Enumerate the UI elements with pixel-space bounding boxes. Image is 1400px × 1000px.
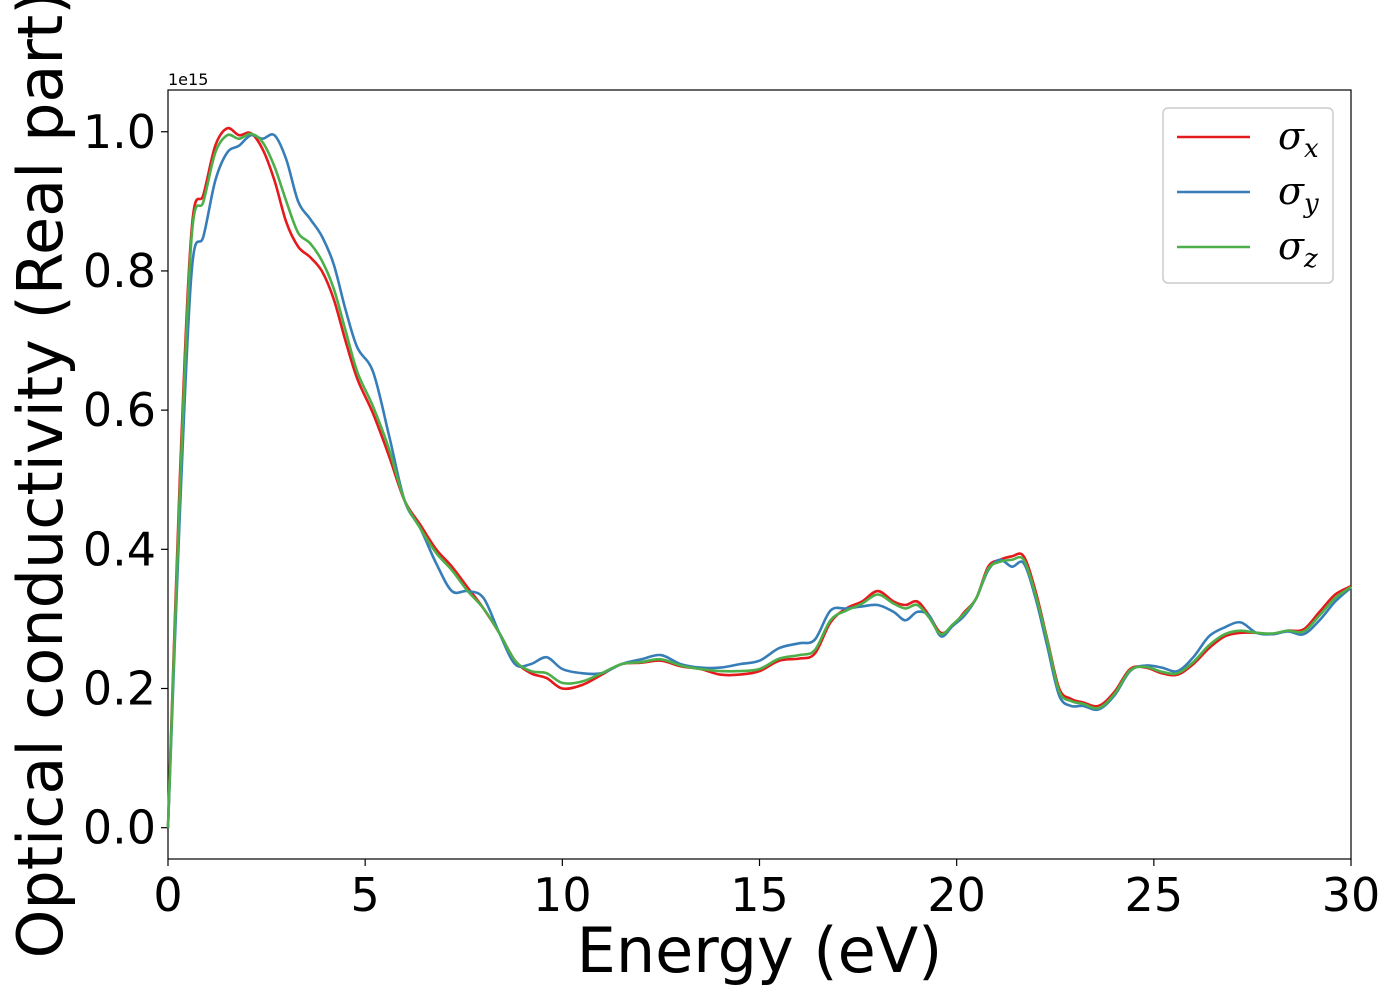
y-offset-label: 1e15	[168, 70, 208, 89]
series-line-σz	[166, 132, 1352, 828]
series-layer	[166, 126, 1352, 828]
x-tick-label: 5	[351, 868, 380, 922]
x-tick-label: 20	[927, 868, 986, 922]
y-tick-label: 1.0	[83, 105, 156, 159]
y-axis-ticks: 0.0 0.2 0.4 0.6 0.8 1.0	[83, 105, 168, 855]
x-axis-ticks: 0 5 10 15 20 25 30	[153, 859, 1380, 922]
y-tick-label: 0.0	[83, 801, 156, 855]
x-tick-label: 25	[1125, 868, 1184, 922]
legend-frame	[1162, 107, 1334, 284]
legend-label: σx	[1278, 114, 1319, 164]
legend-label: σy	[1278, 169, 1319, 219]
y-tick-label: 0.2	[83, 661, 156, 715]
y-tick-label: 0.6	[83, 383, 156, 437]
y-tick-label: 0.8	[83, 244, 156, 298]
x-tick-label: 15	[730, 868, 789, 922]
y-axis-title: Optical conductivity (Real part)	[4, 0, 77, 958]
x-tick-label: 10	[533, 868, 592, 922]
x-tick-label: 0	[153, 868, 182, 922]
x-axis-title: Energy (eV)	[577, 914, 943, 987]
x-tick-label: 30	[1322, 868, 1381, 922]
y-tick-label: 0.4	[83, 522, 156, 576]
plot-area	[167, 89, 1352, 860]
legend-label: σz	[1278, 224, 1318, 274]
